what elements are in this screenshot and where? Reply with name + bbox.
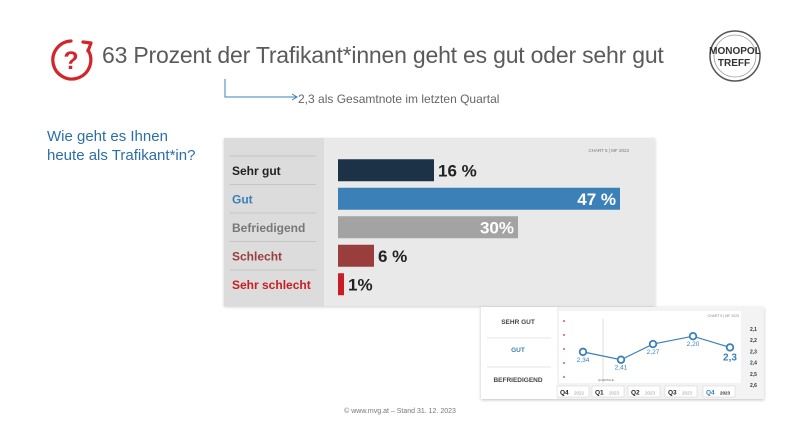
year-label: 2023 [682, 391, 693, 396]
bar-value-label: 1% [348, 275, 373, 294]
category-label: Gut [232, 192, 253, 206]
trend-row-label: BEFRIEDIGEND [493, 377, 542, 384]
trend-row-label: GUT [511, 347, 525, 354]
footer-note: © www.mvg.at – Stand 31. 12. 2023 [344, 408, 456, 415]
logo-text-line2: TREFF [718, 58, 750, 69]
category-label: Befriedigend [232, 221, 305, 235]
question-line-1: Wie geht es Ihnen [47, 128, 168, 145]
subtitle-connector-arrow [224, 79, 298, 101]
row-marker [563, 334, 565, 336]
bar-value-label: 16 % [438, 161, 477, 180]
quarter-label: Q2 [631, 390, 640, 397]
year-label: 2023 [720, 391, 731, 396]
quarter-label: Q4 [706, 390, 715, 397]
year-label: 2022 [574, 391, 585, 396]
trend-row-label: SEHR GUT [501, 319, 535, 326]
page-title: 63 Prozent der Trafikant*innen geht es g… [102, 42, 664, 68]
trend-value-label: 2,3 [723, 352, 737, 363]
trend-point [648, 339, 658, 349]
bar-value-label: 47 % [577, 190, 616, 209]
quarter-axis-label: QUARTALE [598, 378, 614, 382]
category-label: Schlecht [232, 249, 282, 263]
category-label: Sehr gut [232, 164, 281, 178]
main-chart-panel: CHART 5 | MF 2023 Sehr gut 16 % Gut 47 % Befr… [224, 138, 655, 306]
quarter-label: Q3 [668, 390, 677, 397]
row-marker [563, 376, 565, 378]
y-tick-label: 2,4 [750, 361, 757, 367]
quarter-box [702, 385, 736, 398]
quarter-label: Q4 [560, 390, 569, 397]
svg-text:?: ? [63, 47, 78, 75]
trend-value-label: 2,41 [615, 365, 628, 372]
trend-value-label: 2,27 [647, 349, 660, 356]
survey-question: Wie geht es Ihnen heute als Trafikant*in… [47, 127, 195, 165]
quarter-box [591, 385, 625, 398]
row-marker [563, 348, 565, 350]
y-tick-label: 2,6 [750, 383, 757, 389]
quarter-box [556, 385, 590, 398]
category-label-column [224, 138, 324, 306]
quarter-box [627, 385, 661, 398]
trend-row-label-column [481, 307, 557, 399]
trend-point [616, 355, 626, 364]
year-label: 2023 [645, 391, 656, 396]
quarter-box [664, 385, 698, 398]
chart-source-label: CHART 5 | MF 2023 [588, 148, 629, 153]
category-label: Sehr schlecht [232, 278, 311, 292]
y-tick-label: 2,2 [750, 338, 757, 344]
bar-chart: CHART 5 | MF 2023 Sehr gut 16 % Gut 47 % Befr… [224, 138, 629, 306]
trend-point [578, 347, 588, 357]
bar [338, 187, 620, 210]
bar [338, 159, 434, 182]
bar [338, 273, 344, 296]
trend-point [725, 343, 735, 352]
question-line-2: heute als Trafikant*in? [47, 147, 196, 164]
quarter-label: Q1 [595, 390, 604, 397]
bar-value-label: 30% [480, 218, 514, 237]
question-arrow-icon: ? [51, 39, 93, 81]
bar [338, 244, 374, 267]
trend-source-label: CHART 5 | MF 2023 [707, 314, 739, 318]
subtitle: 2,3 als Gesamtnote im letzten Quartal [298, 92, 500, 106]
trend-point [688, 332, 698, 341]
trend-chart-panel: SEHR GUT GUT BEFRIEDIGEND CHART 5 | MF 2023… [481, 307, 764, 399]
row-marker [563, 362, 565, 364]
trend-value-label: 2,20 [687, 341, 700, 348]
bar [338, 216, 518, 239]
y-tick-label: 2,5 [750, 372, 757, 378]
line-chart: SEHR GUT GUT BEFRIEDIGEND CHART 5 | MF 2023… [481, 307, 757, 399]
logo-text-line1: MONOPOL [709, 46, 761, 57]
y-tick-label: 2,3 [750, 349, 757, 355]
monopol-treff-logo: MONOPOL TREFF [709, 30, 761, 82]
trend-value-label: 2,34 [577, 357, 590, 364]
trend-plot-area [559, 311, 741, 383]
bar-value-label: 6 % [378, 247, 407, 266]
row-marker [563, 320, 565, 322]
year-label: 2023 [609, 391, 620, 396]
y-tick-label: 2,1 [750, 327, 757, 333]
